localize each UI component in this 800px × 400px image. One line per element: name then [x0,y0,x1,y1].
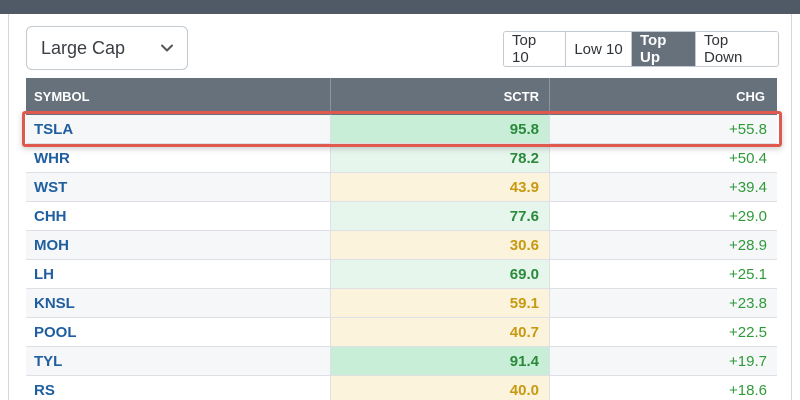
top-bar [0,0,800,14]
symbol-cell[interactable]: MOH [26,231,331,259]
top-10-button[interactable]: Top 10 [504,32,566,66]
table-row[interactable]: WHR 78.2 +50.4 [26,144,777,173]
symbol-cell[interactable]: RS [26,376,331,400]
chg-cell: +28.9 [729,236,767,254]
table-row[interactable]: LH 69.0 +25.1 [26,260,777,289]
symbol-cell[interactable]: KNSL [26,289,331,317]
symbol-cell[interactable]: LH [26,260,331,288]
sctr-cell: 30.6 [331,231,550,259]
chg-cell: +22.5 [729,323,767,341]
symbol-cell[interactable]: WHR [26,144,331,172]
universe-select-value: Large Cap [41,37,126,58]
table-body: TSLA 95.8 +55.8 WHR 78.2 +50.4 WST 43.9 +39.4 CHH… [26,115,777,400]
sctr-cell: 43.9 [331,173,550,201]
sctr-cell: 40.7 [331,318,550,346]
chg-cell: +39.4 [729,178,767,196]
chg-cell: +55.8 [729,120,767,138]
table-row[interactable]: WST 43.9 +39.4 [26,173,777,202]
chg-cell: +23.8 [729,294,767,312]
symbol-cell[interactable]: CHH [26,202,331,230]
symbol-cell[interactable]: TYL [26,347,331,375]
sctr-cell: 77.6 [331,202,550,230]
chg-column-header[interactable]: CHG [736,89,765,104]
table-row[interactable]: MOH 30.6 +28.9 [26,231,777,260]
table-row[interactable]: POOL 40.7 +22.5 [26,318,777,347]
top-up-button[interactable]: Top Up [632,32,696,66]
table-row[interactable]: TSLA 95.8 +55.8 [26,115,777,144]
symbol-cell[interactable]: TSLA [26,115,331,143]
universe-select[interactable]: Large Cap [26,26,188,70]
symbol-column-header[interactable]: SYMBOL [26,78,331,115]
low-10-button[interactable]: Low 10 [566,32,632,66]
symbol-cell[interactable]: WST [26,173,331,201]
table-header: SYMBOL SCTR CHG [26,78,777,115]
sctr-cell: 78.2 [331,144,550,172]
chg-cell: +18.6 [729,381,767,399]
chg-cell: +25.1 [729,265,767,283]
sctr-cell: 91.4 [331,347,550,375]
table-row[interactable]: KNSL 59.1 +23.8 [26,289,777,318]
chg-cell: +50.4 [729,149,767,167]
sctr-column-header[interactable]: SCTR [331,78,550,115]
chg-cell: +29.0 [729,207,767,225]
sctr-cell: 59.1 [331,289,550,317]
top-down-button[interactable]: Top Down [696,32,778,66]
ranking-toggle-group: Top 10 Low 10 Top Up Top Down [503,31,779,67]
chevron-down-icon [161,44,173,52]
table-row[interactable]: TYL 91.4 +19.7 [26,347,777,376]
chg-cell: +19.7 [729,352,767,370]
sctr-cell: 40.0 [331,376,550,400]
table-row[interactable]: RS 40.0 +18.6 [26,376,777,400]
sctr-cell: 69.0 [331,260,550,288]
symbol-cell[interactable]: POOL [26,318,331,346]
sctr-cell: 95.8 [331,115,550,143]
sctr-table: SYMBOL SCTR CHG TSLA 95.8 +55.8 WHR 78.2 +50.… [26,78,777,400]
table-row[interactable]: CHH 77.6 +29.0 [26,202,777,231]
